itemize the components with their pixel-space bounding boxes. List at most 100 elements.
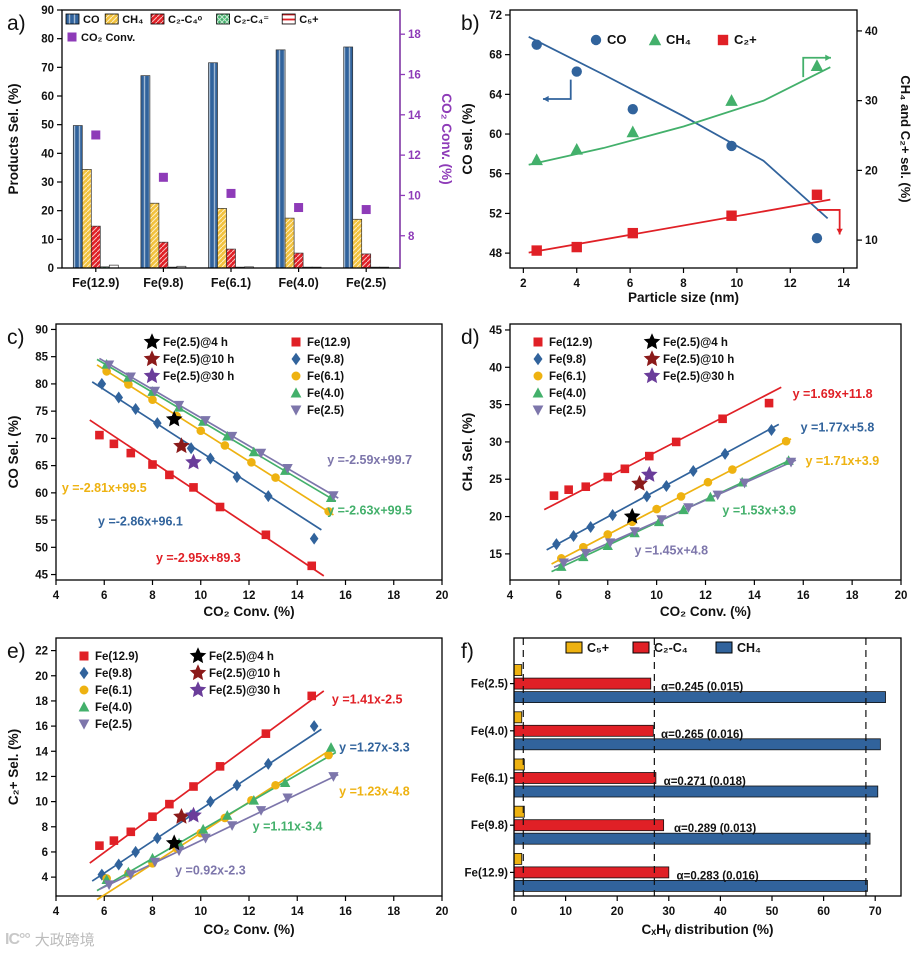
svg-text:60: 60 [35,488,48,500]
svg-text:45: 45 [35,570,48,582]
svg-text:0: 0 [511,906,517,918]
svg-text:14: 14 [837,278,850,290]
svg-text:Fe(9.8): Fe(9.8) [143,276,183,290]
svg-text:10: 10 [408,190,421,202]
svg-text:Fe(2.5)@4 h: Fe(2.5)@4 h [163,337,228,349]
svg-text:14: 14 [408,110,421,122]
svg-text:Fe(4.0): Fe(4.0) [278,276,318,290]
svg-text:Fe(2.5)@30 h: Fe(2.5)@30 h [209,685,280,697]
svg-text:Fe(6.1): Fe(6.1) [471,773,508,785]
svg-text:56: 56 [489,169,502,181]
svg-text:4: 4 [42,872,49,884]
svg-text:70: 70 [869,906,882,918]
svg-text:40: 40 [41,148,54,160]
svg-text:Fe(2.5)@4 h: Fe(2.5)@4 h [663,337,728,349]
svg-text:8: 8 [149,590,156,602]
watermark: IC°° 大政跨境 [5,929,95,950]
svg-text:50: 50 [35,542,48,554]
svg-text:Fe(2.5): Fe(2.5) [471,679,508,691]
svg-text:CO: CO [607,32,627,47]
svg-text:20: 20 [489,512,502,524]
svg-text:60: 60 [41,91,54,103]
watermark-logo-icon: IC°° [5,930,31,948]
svg-text:CH₄ Sel. (%): CH₄ Sel. (%) [460,413,475,491]
svg-text:0: 0 [48,263,54,275]
panel-d: d) 4 6 8 10 12 14 16 18 20 CO₂ Conv. (%) 15 20 25 30 3… [456,316,913,628]
svg-text:y =1.77x+5.8: y =1.77x+5.8 [801,420,875,434]
svg-text:C₂+ Sel. (%): C₂+ Sel. (%) [6,729,21,805]
panel-a-label: a) [7,12,26,35]
svg-text:CH₄ and C₂+ sel. (%): CH₄ and C₂+ sel. (%) [898,75,913,202]
svg-text:y =-2.63x+99.5: y =-2.63x+99.5 [327,504,412,518]
svg-text:16: 16 [408,70,421,82]
panel-f-chart: Fe(2.5) Fe(4.0) Fe(6.1) Fe(9.8) Fe(12.9) α=0.… [465,637,902,937]
svg-text:Fe(2.5)@4 h: Fe(2.5)@4 h [209,651,274,663]
svg-text:10: 10 [35,797,48,809]
svg-text:y =1.45x+4.8: y =1.45x+4.8 [634,544,708,558]
svg-text:16: 16 [35,721,48,733]
panel-c: c) 4 6 8 10 12 14 16 18 20 CO₂ Conv. (%) 45 50 55 60 6… [2,316,454,628]
svg-text:12: 12 [243,906,256,918]
svg-text:Fe(9.8): Fe(9.8) [549,354,586,366]
svg-text:Fe(9.8): Fe(9.8) [471,820,508,832]
svg-text:10: 10 [194,906,207,918]
svg-text:12: 12 [784,278,797,290]
svg-text:10: 10 [650,590,663,602]
svg-text:Fe(6.1): Fe(6.1) [549,371,586,383]
svg-text:Fe(2.5)@10 h: Fe(2.5)@10 h [663,354,734,366]
svg-text:2: 2 [520,278,526,290]
svg-text:Fe(2.5): Fe(2.5) [549,405,586,417]
svg-text:8: 8 [42,822,49,834]
svg-text:Fe(4.0): Fe(4.0) [307,388,344,400]
svg-text:65: 65 [35,461,48,473]
panel-b-label: b) [461,12,480,35]
svg-text:8: 8 [408,231,415,243]
svg-text:y =1.71x+3.9: y =1.71x+3.9 [806,454,880,468]
svg-text:40: 40 [714,906,727,918]
svg-text:Fe(12.9): Fe(12.9) [465,867,509,879]
svg-text:14: 14 [748,590,761,602]
svg-text:y =-2.59x+99.7: y =-2.59x+99.7 [327,453,412,467]
svg-text:Fe(4.0): Fe(4.0) [95,702,132,714]
svg-text:60: 60 [489,129,502,141]
svg-text:C₅+: C₅+ [299,14,318,26]
svg-text:C₅+: C₅+ [587,641,609,655]
svg-text:14: 14 [35,746,48,758]
svg-text:10: 10 [194,590,207,602]
svg-text:α=0.265 (0.016): α=0.265 (0.016) [661,729,743,741]
svg-text:50: 50 [766,906,779,918]
svg-text:y =-2.86x+96.1: y =-2.86x+96.1 [98,515,183,529]
svg-text:α=0.245 (0.015): α=0.245 (0.015) [661,682,743,694]
svg-text:18: 18 [35,696,48,708]
svg-text:8: 8 [680,278,687,290]
svg-text:C₂-C₄ᵒ: C₂-C₄ᵒ [168,14,203,26]
svg-text:22: 22 [35,646,48,658]
svg-text:30: 30 [41,177,54,189]
svg-text:40: 40 [865,26,878,38]
svg-text:6: 6 [101,906,107,918]
svg-text:α=0.283 (0.016): α=0.283 (0.016) [677,870,759,882]
svg-text:y =1.69x+11.8: y =1.69x+11.8 [793,387,873,401]
svg-text:C₂-C₄⁼: C₂-C₄⁼ [234,14,270,26]
panel-f-label: f) [461,640,474,663]
svg-text:CO sel. (%): CO sel. (%) [460,103,475,174]
svg-text:6: 6 [556,590,562,602]
svg-text:60: 60 [817,906,830,918]
panel-f: f) Fe(2.5) Fe(4.0) Fe(6.1) Fe(9.8) Fe(12.9) α… [456,630,913,946]
svg-text:55: 55 [35,515,48,527]
svg-text:y =0.92x-2.3: y =0.92x-2.3 [175,864,246,878]
svg-text:Fe(6.1): Fe(6.1) [307,371,344,383]
svg-text:20: 20 [865,165,878,177]
svg-text:CH₄: CH₄ [737,641,761,655]
svg-text:6: 6 [42,847,48,859]
panel-e-chart: 4 6 8 10 12 14 16 18 20 CO₂ Conv. (%) 4 6 8 10 12 14 16 1… [6,637,448,937]
svg-text:16: 16 [339,590,352,602]
svg-text:CO Sel. (%): CO Sel. (%) [6,416,21,489]
svg-text:12: 12 [243,590,256,602]
svg-text:20: 20 [41,206,54,218]
svg-text:14: 14 [291,590,304,602]
svg-text:12: 12 [35,771,48,783]
svg-text:72: 72 [489,10,502,22]
